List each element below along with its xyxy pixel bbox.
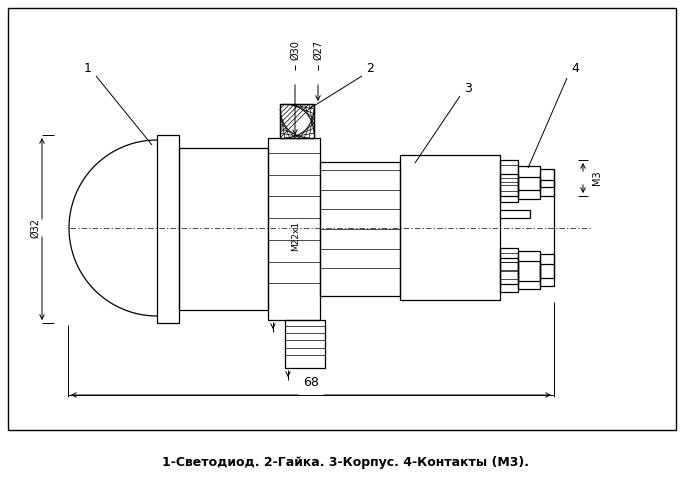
Bar (280, 104, 314, 138)
Text: 1: 1 (84, 61, 92, 75)
Text: 3: 3 (464, 82, 472, 95)
Bar (400, 155, 500, 300)
Bar (540, 180, 554, 196)
Bar (518, 261, 540, 289)
Text: 68: 68 (303, 376, 319, 389)
Bar (157, 135, 179, 323)
Bar (320, 162, 400, 296)
Bar (518, 166, 540, 190)
Bar (268, 138, 320, 320)
Text: 2: 2 (366, 61, 374, 75)
Bar (540, 264, 554, 286)
Bar (500, 210, 530, 218)
Text: M3: M3 (592, 171, 602, 185)
Bar (285, 320, 325, 368)
Text: Ø32: Ø32 (30, 218, 40, 238)
Bar (540, 169, 554, 187)
Text: M22x1: M22x1 (292, 221, 301, 251)
Bar (500, 248, 518, 284)
Bar (518, 251, 540, 281)
Bar (179, 148, 268, 310)
Text: Ø30: Ø30 (290, 40, 300, 60)
Bar (500, 160, 518, 196)
Text: Ø27: Ø27 (313, 40, 323, 60)
Bar (280, 104, 314, 138)
Bar (540, 254, 554, 278)
Bar (8, 8, 676, 430)
Bar (518, 177, 540, 199)
Bar (500, 258, 518, 292)
Bar (500, 174, 518, 202)
Text: 4: 4 (571, 61, 579, 75)
Text: 1-Светодиод. 2-Гайка. 3-Корпус. 4-Контакты (М3).: 1-Светодиод. 2-Гайка. 3-Корпус. 4-Контак… (162, 456, 529, 469)
